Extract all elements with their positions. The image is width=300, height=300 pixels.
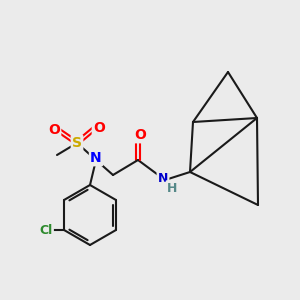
- Text: O: O: [93, 121, 105, 135]
- Text: H: H: [167, 182, 177, 194]
- Text: O: O: [134, 128, 146, 142]
- Text: O: O: [48, 123, 60, 137]
- Text: S: S: [72, 136, 82, 150]
- Text: N: N: [90, 151, 102, 165]
- Text: Cl: Cl: [39, 224, 52, 236]
- Text: N: N: [158, 172, 168, 185]
